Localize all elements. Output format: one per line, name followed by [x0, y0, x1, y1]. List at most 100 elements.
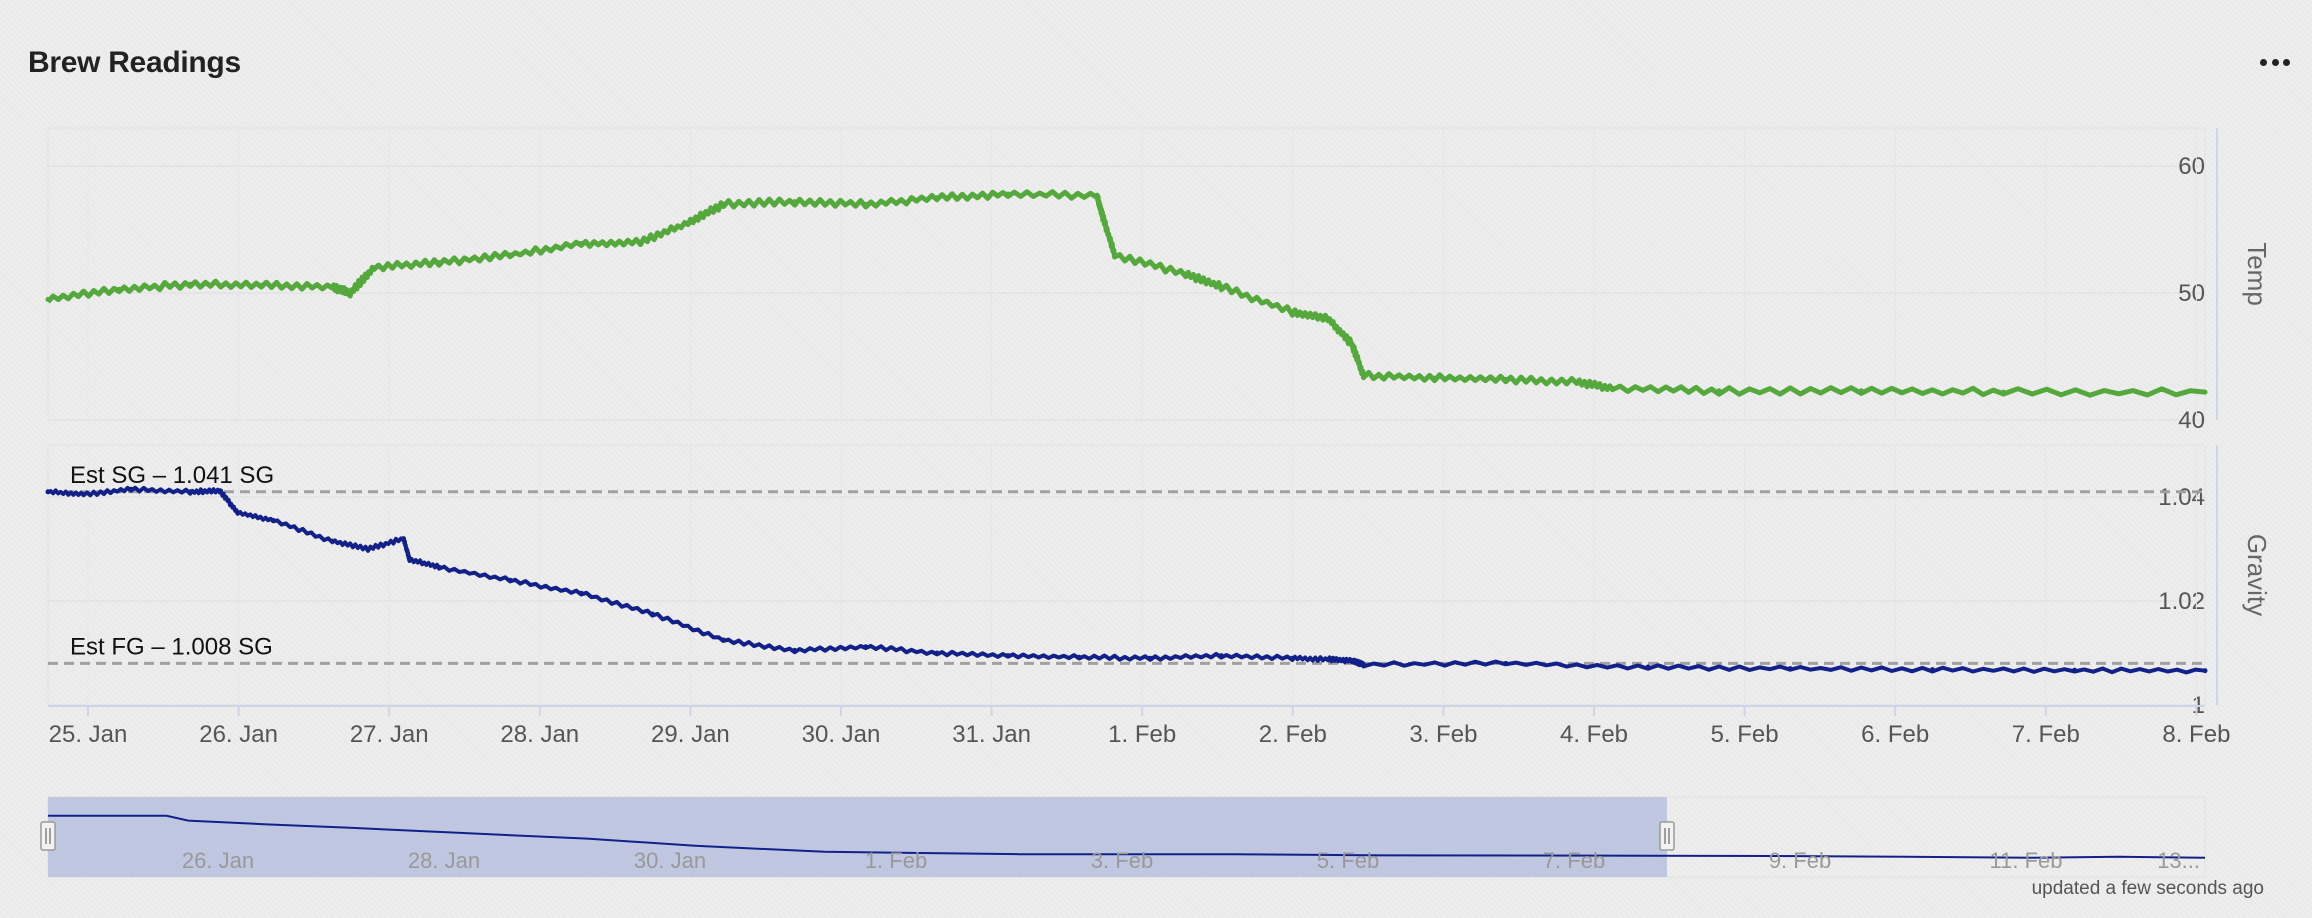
- temp-point: [1325, 315, 1331, 321]
- gravity-point: [1147, 655, 1153, 661]
- gravity-point: [1325, 656, 1331, 662]
- x-tick-label: 5. Feb: [1711, 721, 1779, 748]
- gravity-point: [863, 644, 869, 650]
- temp-axis-title: Temp: [2242, 242, 2272, 306]
- gravity-point: [507, 577, 513, 583]
- gravity-point: [187, 489, 193, 495]
- temp-point: [578, 241, 584, 246]
- navigator-tick-label: 26. Jan: [182, 848, 254, 873]
- temp-point: [1005, 191, 1011, 197]
- gravity-point: [401, 536, 406, 542]
- temp-point: [371, 265, 377, 271]
- navigator[interactable]: 26. Jan 28. Jan 30. Jan 1. Feb 3. Feb 5. Feb 7…: [40, 796, 2206, 878]
- x-tick-label: 8. Feb: [2162, 721, 2230, 748]
- chart-header: Brew Readings: [28, 46, 2290, 86]
- gravity-point: [934, 650, 940, 656]
- temp-point: [1361, 373, 1366, 379]
- temp-point: [258, 282, 264, 288]
- navigator-tick-label: 28. Jan: [408, 848, 480, 873]
- x-tick-label: 7. Feb: [2012, 721, 2080, 748]
- more-icon[interactable]: [2260, 50, 2290, 74]
- temp-series-line: [46, 189, 2206, 398]
- navigator-tick-label: 1. Feb: [865, 848, 927, 873]
- temp-point: [436, 260, 442, 266]
- navigator-tick-label: 7. Feb: [1543, 848, 1605, 873]
- navigator-tick-label: 30. Jan: [634, 848, 706, 873]
- gravity-point: [1787, 666, 1793, 672]
- gravity-point: [2072, 667, 2078, 673]
- temp-point: [1183, 271, 1189, 277]
- navigator-handle-right[interactable]: [1659, 821, 1675, 851]
- navigator-tick-label: 11. Feb: [1990, 848, 2063, 873]
- page-title: Brew Readings: [28, 46, 241, 79]
- gravity-point: [2202, 668, 2208, 674]
- gravity-point: [1349, 658, 1355, 664]
- x-tick-label: 26. Jan: [199, 721, 278, 748]
- navigator-tick-label: 5. Feb: [1317, 848, 1379, 873]
- x-tick-label: 2. Feb: [1259, 721, 1327, 748]
- temp-point: [1094, 192, 1100, 198]
- x-tick-label: 30. Jan: [802, 721, 881, 748]
- gravity-point: [1645, 664, 1651, 670]
- gravity-point: [1218, 653, 1224, 659]
- navigator-tick-label: 9. Feb: [1769, 848, 1831, 873]
- temp-point: [187, 281, 193, 287]
- gravity-point: [270, 517, 276, 523]
- gravity-series-line: [46, 485, 2206, 675]
- gravity-point: [407, 556, 412, 562]
- plotline-label-0: Est SG – 1.041 SG: [70, 462, 274, 489]
- gravity-point: [721, 637, 726, 643]
- gravity-y-tick-label: 1.02: [2158, 588, 2205, 615]
- temp-point: [1100, 214, 1106, 220]
- navigator-tick-label: 13...: [2157, 848, 2200, 873]
- temp-point: [792, 199, 798, 205]
- x-tick-label: 31. Jan: [952, 721, 1031, 748]
- temp-point: [2202, 389, 2208, 395]
- temp-point: [1289, 309, 1295, 315]
- temp-point: [1716, 388, 1722, 394]
- temp-point: [1574, 379, 1580, 385]
- temp-point: [2001, 389, 2006, 395]
- x-axis: 25. Jan 26. Jan 27. Jan 28. Jan 29. Jan 30. J…: [48, 705, 2230, 748]
- gravity-point: [81, 491, 87, 497]
- temp-point: [1432, 375, 1438, 381]
- gravity-point: [792, 647, 798, 653]
- plotline-label-1: Est FG – 1.008 SG: [70, 633, 273, 660]
- temp-point: [685, 220, 691, 226]
- x-tick-label: 29. Jan: [651, 721, 730, 748]
- gravity-point: [45, 489, 51, 495]
- gravity-point: [1076, 654, 1082, 660]
- temp-point: [1609, 385, 1615, 391]
- navigator-series-line: [48, 814, 2206, 859]
- gravity-point: [1929, 667, 1935, 673]
- temp-point: [721, 201, 726, 207]
- temp-point: [347, 290, 353, 296]
- x-tick-label: 25. Jan: [49, 721, 128, 748]
- temp-point: [1218, 284, 1224, 290]
- x-tick-label: 27. Jan: [350, 721, 429, 748]
- navigator-selection: [48, 797, 1667, 877]
- x-tick-label: 6. Feb: [1861, 721, 1929, 748]
- temp-point: [1349, 341, 1355, 347]
- temp-y-tick-label: 40: [2178, 407, 2205, 434]
- x-tick-label: 1. Feb: [1108, 721, 1176, 748]
- temp-point: [863, 201, 869, 207]
- temp-y-tick-label: 60: [2178, 153, 2205, 180]
- temp-point: [1503, 376, 1509, 382]
- gravity-y-tick-label: 1.04: [2158, 484, 2205, 511]
- gravity-point: [1503, 660, 1509, 666]
- x-tick-label: 4. Feb: [1560, 721, 1628, 748]
- gravity-point: [578, 590, 584, 596]
- navigator-handle-left[interactable]: [40, 821, 56, 851]
- gravity-point: [235, 510, 241, 516]
- gravity-point: [128, 486, 134, 492]
- gravity-point: [1361, 661, 1366, 667]
- temp-point: [329, 284, 335, 290]
- temp-point: [934, 195, 940, 201]
- gravity-point: [649, 611, 655, 617]
- gravity-point: [365, 546, 371, 552]
- updated-timestamp: updated a few seconds ago: [2031, 878, 2264, 899]
- temp-point: [116, 286, 122, 292]
